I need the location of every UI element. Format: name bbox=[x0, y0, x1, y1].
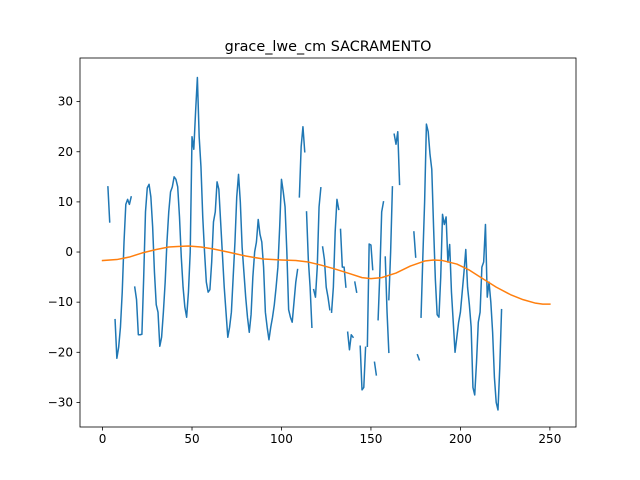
axes: 0 50 100 150 200 250 −30 −20 −10 0 10 20 30 bbox=[48, 57, 577, 446]
series-1-line-segment bbox=[373, 361, 378, 376]
series-1-line-segment bbox=[393, 130, 401, 186]
series-1-line-segment bbox=[420, 123, 503, 411]
series-2-line-segment bbox=[101, 245, 551, 305]
series-1-line-segment bbox=[416, 353, 421, 361]
y-tick-label: −10 bbox=[48, 295, 73, 309]
series-1-line-segment bbox=[312, 187, 322, 298]
y-tick-label: 10 bbox=[58, 195, 73, 209]
series-1-line-segment bbox=[388, 186, 394, 301]
series-1-line-segment bbox=[339, 228, 347, 288]
x-tick-label: 250 bbox=[538, 432, 561, 446]
series-1-line-segment bbox=[384, 256, 390, 354]
plot-area bbox=[101, 76, 551, 411]
series-1-line-segment bbox=[133, 76, 299, 348]
series-1-line-segment bbox=[298, 125, 306, 198]
series-1-line-segment bbox=[366, 243, 374, 348]
x-tick-label: 150 bbox=[359, 432, 382, 446]
series-1-line-segment bbox=[346, 331, 355, 351]
series-1-line-segment bbox=[114, 195, 133, 360]
series-1-line-segment bbox=[107, 186, 111, 223]
axes-frame bbox=[79, 57, 577, 428]
y-tick-label: 30 bbox=[58, 95, 73, 109]
series-1-line-segment bbox=[321, 246, 331, 311]
y-tick-label: −20 bbox=[48, 345, 73, 359]
series-1-line-segment bbox=[330, 198, 340, 313]
series-1-line-segment bbox=[377, 201, 385, 321]
x-tick-label: 100 bbox=[270, 432, 293, 446]
x-tick-label: 50 bbox=[184, 432, 199, 446]
series-1-line-segment bbox=[353, 281, 358, 294]
y-tick-label: −30 bbox=[48, 395, 73, 409]
y-tick-label: 20 bbox=[58, 145, 73, 159]
x-tick-label: 200 bbox=[449, 432, 472, 446]
x-tick-label: 0 bbox=[99, 432, 107, 446]
series-1-line-segment bbox=[305, 211, 313, 329]
y-tick-label: 0 bbox=[65, 245, 73, 259]
chart-title: grace_lwe_cm SACRAMENTO bbox=[225, 39, 432, 55]
series-1-line-segment bbox=[359, 345, 367, 391]
series-1-line-segment bbox=[413, 231, 417, 258]
